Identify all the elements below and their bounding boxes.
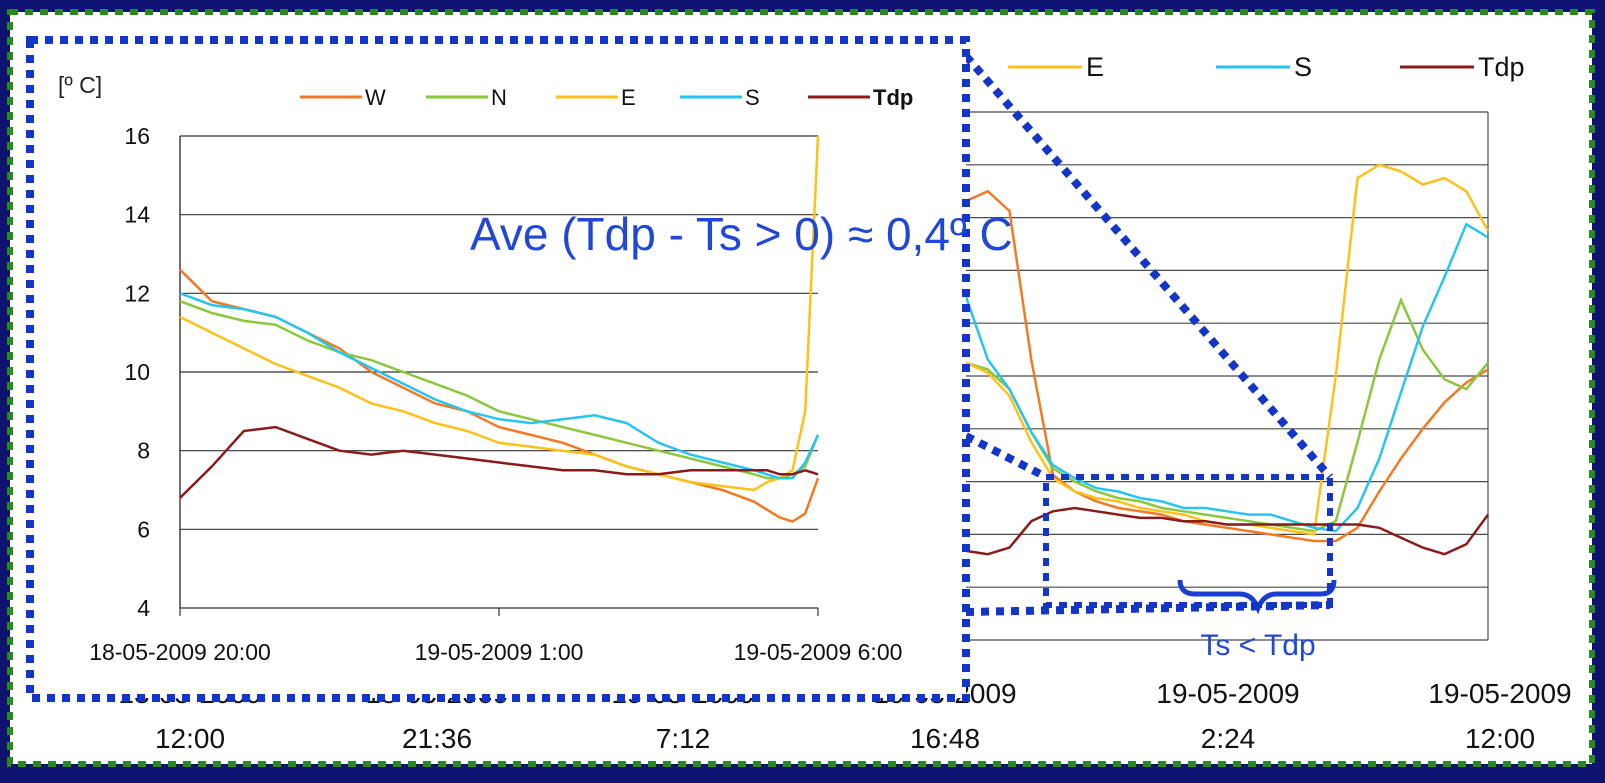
inset-y-axis-ticks: 4 6 8 10 12 14 16 (124, 123, 150, 621)
inset-y-tick-label: 10 (124, 359, 150, 385)
outer-legend-label: E (1086, 52, 1104, 82)
outer-x-tick-time: 7:12 (656, 723, 711, 754)
inset-legend: W N E S Tdp (300, 85, 913, 110)
outer-x-tick-time: 2:24 (1201, 723, 1256, 754)
inset-y-tick-label: 6 (137, 516, 150, 542)
inset-series-s (179, 292, 820, 480)
outer-legend: E S Tdp (1008, 52, 1525, 82)
inset-series-n (179, 300, 820, 480)
inset-legend-label: N (491, 85, 507, 110)
inset-x-tick-label: 19-05-2009 6:00 (734, 639, 903, 665)
inset-y-tick-label: 12 (124, 280, 150, 306)
inset-x-tick-label: 18-05-2009 20:00 (89, 639, 271, 665)
outer-legend-label: Tdp (1478, 52, 1525, 82)
inset-legend-label: S (745, 85, 760, 110)
outer-x-axis-ticks: 18-05-200912:0018-05-200921:3619-05-2009… (118, 678, 1571, 754)
inset-chart: [º C] 4 6 8 10 12 14 16 18-05-2009 20:00 19-05-… (58, 72, 913, 665)
outer-x-tick-date: 19-05-2009 (1156, 678, 1299, 709)
inset-x-axis-ticks: 18-05-2009 20:00 19-05-2009 1:00 19-05-200… (89, 608, 902, 665)
zoom-connector-top (962, 53, 1334, 480)
outer-gridlines (966, 111, 1489, 641)
inset-y-tick-label: 16 (124, 123, 150, 149)
average-annotation: Ave (Tdp - Ts > 0) ≈ 0,4º C (470, 208, 1013, 260)
inset-y-tick-label: 4 (137, 595, 150, 621)
ts-below-tdp-label: Ts < Tdp (1200, 629, 1315, 662)
outer-chart: 18-05-200912:0018-05-200921:3619-05-2009… (118, 52, 1571, 754)
inset-series-e (179, 135, 820, 492)
inset-y-axis-label: [º C] (58, 72, 102, 98)
inset-gridlines (179, 135, 818, 609)
inset-series-lines (179, 135, 820, 523)
inset-series-tdp (179, 425, 819, 499)
outer-legend-label: S (1294, 52, 1312, 82)
outer-x-tick-date: 19-05-2009 (1428, 678, 1571, 709)
inset-legend-label: W (365, 85, 386, 110)
outer-series-n (965, 296, 1489, 533)
outer-series-tdp (965, 506, 1490, 556)
inset-y-tick-label: 8 (137, 438, 150, 464)
inset-x-tick-label: 19-05-2009 1:00 (415, 639, 584, 665)
inset-y-tick-label: 14 (124, 202, 150, 228)
inset-legend-label: Tdp (873, 85, 913, 110)
outer-x-tick-time: 12:00 (155, 723, 225, 754)
zoom-region-box (1043, 474, 1333, 608)
outer-x-tick-time: 16:48 (910, 723, 980, 754)
inset-chart-frame (26, 36, 970, 702)
outer-x-tick-time: 12:00 (1465, 723, 1535, 754)
outer-x-tick-time: 21:36 (402, 723, 472, 754)
inset-legend-label: E (621, 85, 636, 110)
outer-series-s (964, 222, 1489, 533)
